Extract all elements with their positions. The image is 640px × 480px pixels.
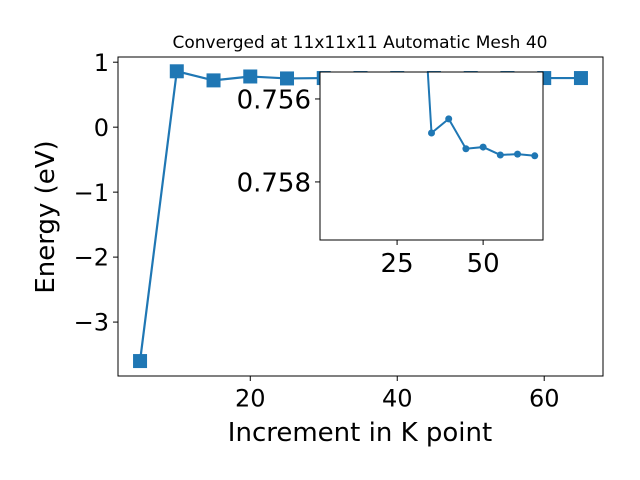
y-tick-label: −3 [74, 309, 109, 337]
data-point [573, 71, 588, 86]
data-point [462, 145, 470, 153]
data-point [479, 143, 487, 151]
x-tick-label: 25 [381, 249, 414, 279]
data-point [280, 71, 295, 86]
y-tick-label: −1 [74, 179, 109, 207]
x-axis-label: Increment in K point [228, 418, 492, 448]
data-point [169, 64, 184, 79]
x-tick-label: 60 [529, 384, 560, 412]
data-point [243, 69, 258, 84]
data-point [531, 152, 539, 160]
x-tick-label: 20 [235, 384, 266, 412]
data-point [206, 73, 221, 88]
x-tick-label: 40 [382, 384, 413, 412]
y-tick-label: 1 [94, 49, 109, 77]
x-tick-label: 50 [467, 249, 500, 279]
y-axis-label: Energy (eV) [31, 140, 61, 293]
plot-content [426, 72, 539, 160]
axes-frame [117, 56, 604, 377]
data-point [514, 150, 522, 158]
y-tick-label: 0 [94, 114, 109, 142]
y-tick-label: 0.756 [237, 85, 311, 115]
plot-area [320, 72, 543, 240]
chart-title: Converged at 11x11x11 Automatic Mesh 40 [173, 33, 548, 53]
data-point [133, 354, 148, 369]
y-tick-label: 0.758 [237, 168, 311, 198]
data-point [496, 151, 504, 159]
data-point [445, 115, 453, 123]
y-tick-label: −2 [74, 244, 109, 272]
axes-frame [319, 71, 544, 241]
data-point [428, 129, 435, 137]
